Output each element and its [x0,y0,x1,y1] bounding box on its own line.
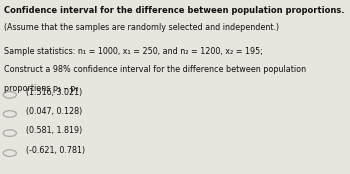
Text: (1.516, 3.021): (1.516, 3.021) [26,88,83,97]
Text: (Assume that the samples are randomly selected and independent.): (Assume that the samples are randomly se… [4,23,279,33]
Text: Construct a 98% confidence interval for the difference between population: Construct a 98% confidence interval for … [4,65,306,74]
Text: (-0.621, 0.781): (-0.621, 0.781) [26,146,85,155]
Text: proportions p₁ – p₂: proportions p₁ – p₂ [4,84,78,93]
Text: (0.581, 1.819): (0.581, 1.819) [26,126,83,135]
Text: Confidence interval for the difference between population proportions.: Confidence interval for the difference b… [4,6,344,15]
Text: Sample statistics: n₁ = 1000, x₁ = 250, and n₂ = 1200, x₂ = 195;: Sample statistics: n₁ = 1000, x₁ = 250, … [4,47,262,56]
Text: (0.047, 0.128): (0.047, 0.128) [26,107,83,116]
